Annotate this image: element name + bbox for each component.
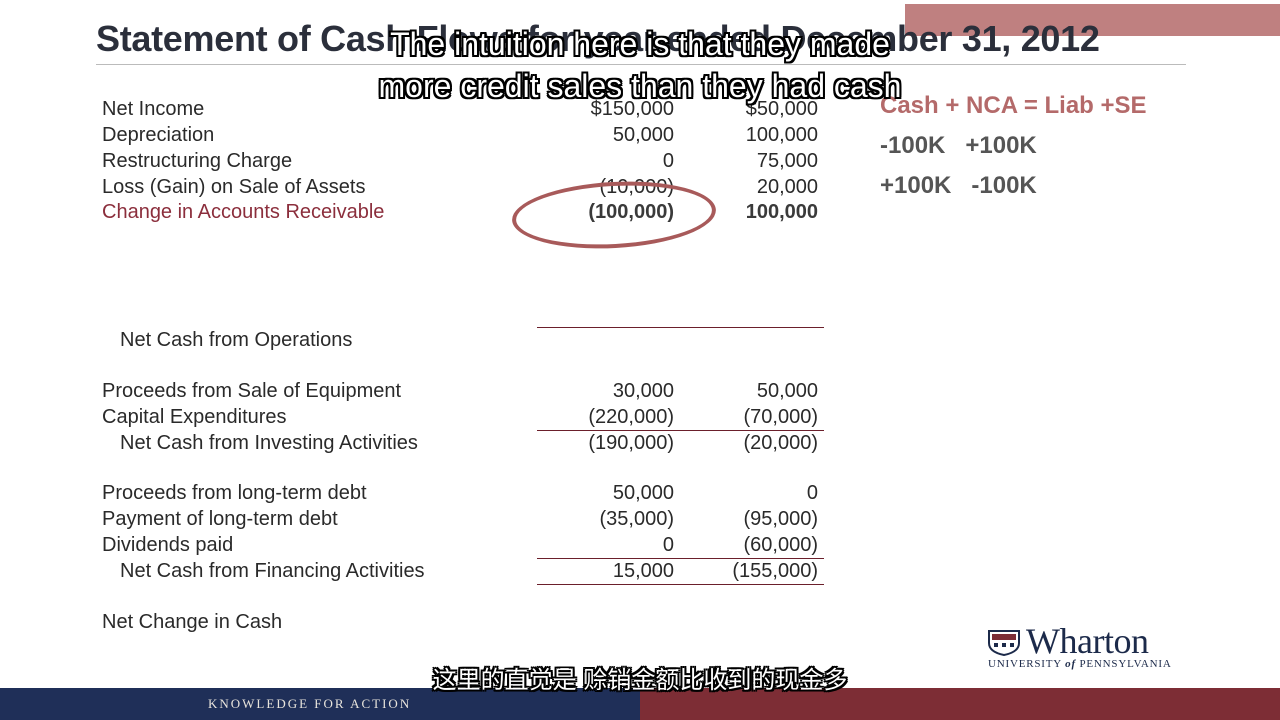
row-net-change-cash: Net Change in Cash	[0, 611, 1280, 637]
footer-tagline: KNOWLEDGE FOR ACTION	[208, 696, 412, 711]
row-label: Proceeds from Sale of Equipment	[102, 380, 402, 402]
footer-left-band: KNOWLEDGE FOR ACTION	[0, 688, 640, 720]
row-label: Capital Expenditures	[102, 406, 287, 428]
value-2011: 20,000	[756, 176, 818, 198]
value-2012: $150,000	[590, 98, 674, 120]
row-net-income: Net Income $150,000 $50,000	[0, 98, 1280, 124]
title-accent-bar	[905, 4, 1280, 36]
row-net-cash-financing: Net Cash from Financing Activities 15,00…	[0, 560, 1280, 586]
row-label: Dividends paid	[102, 534, 234, 556]
row-label: Net Change in Cash	[102, 611, 283, 633]
logo-wordmark: Wharton	[1026, 621, 1149, 661]
row-dividends-paid: Dividends paid 0 (60,000)	[0, 534, 1280, 560]
value-2012: 15,000	[612, 560, 674, 582]
slide-title: Statement of Cash Flows for year ended D…	[96, 18, 1100, 59]
video-subtitle-chinese: 这里的直觉是 赊销金额比收到的现金多	[432, 667, 848, 694]
row-change-accounts-receivable: Change in Accounts Receivable (100,000) …	[0, 201, 1280, 227]
row-label: Net Income	[102, 98, 205, 120]
title-divider	[96, 64, 1186, 65]
row-label: Restructuring Charge	[102, 150, 293, 172]
row-net-cash-operations: Net Cash from Operations	[0, 329, 1280, 355]
footer-right-band	[640, 688, 1280, 720]
row-depreciation: Depreciation 50,000 100,000	[0, 124, 1280, 150]
value-2012: 50,000	[612, 124, 674, 146]
value-2012: (35,000)	[599, 508, 675, 530]
row-net-cash-investing: Net Cash from Investing Activities (190,…	[0, 432, 1280, 458]
logo-subtitle: UNIVERSITY of PENNSYLVANIA	[988, 658, 1172, 670]
row-label: Depreciation	[102, 124, 215, 146]
row-label: Loss (Gain) on Sale of Assets	[102, 176, 366, 198]
value-2012: 0	[662, 150, 674, 172]
row-label: Change in Accounts Receivable	[102, 201, 385, 223]
value-2011: (60,000)	[743, 534, 819, 556]
value-2012: 50,000	[612, 482, 674, 504]
value-2012: (190,000)	[588, 432, 674, 454]
value-2012: 0	[662, 534, 674, 556]
financing-total-rule	[537, 558, 824, 559]
financing-bottom-rule	[537, 584, 824, 585]
shield-icon	[988, 630, 1020, 656]
value-2011: 75,000	[756, 150, 818, 172]
row-proceeds-sale-equipment: Proceeds from Sale of Equipment 30,000 5…	[0, 380, 1280, 406]
value-2011: $50,000	[745, 98, 818, 120]
investing-total-rule	[537, 430, 824, 431]
row-label: Net Cash from Financing Activities	[120, 560, 425, 582]
row-restructuring-charge: Restructuring Charge 0 75,000	[0, 150, 1280, 176]
row-label: Proceeds from long-term debt	[102, 482, 367, 504]
value-2012: (10,000)	[599, 176, 675, 198]
value-2012: (220,000)	[588, 406, 674, 428]
wharton-logo: Wharton UNIVERSITY of PENNSYLVANIA	[988, 621, 1198, 672]
value-2011: (20,000)	[743, 432, 819, 454]
accounting-equation: Cash + NCA = Liab +SE	[880, 92, 1147, 119]
equation-effect-line-2: +100K -100K	[880, 172, 1037, 199]
value-2012: 30,000	[612, 380, 674, 402]
video-subtitle-line-1: The intuition here is that they made	[390, 26, 890, 62]
value-2011: 100,000	[745, 201, 818, 223]
value-2011: 0	[806, 482, 818, 504]
equation-effect-line-1: -100K +100K	[880, 132, 1037, 159]
value-2012: (100,000)	[588, 201, 674, 223]
value-2011: 50,000	[756, 380, 818, 402]
row-label: Payment of long-term debt	[102, 508, 338, 530]
row-capital-expenditures: Capital Expenditures (220,000) (70,000)	[0, 406, 1280, 432]
value-2011: (155,000)	[732, 560, 818, 582]
row-label: Net Cash from Investing Activities	[120, 432, 418, 454]
row-label: Net Cash from Operations	[120, 329, 353, 351]
value-2011: 100,000	[745, 124, 818, 146]
value-2011: (70,000)	[743, 406, 819, 428]
row-loss-gain-sale: Loss (Gain) on Sale of Assets (10,000) 2…	[0, 176, 1280, 202]
row-proceeds-long-term-debt: Proceeds from long-term debt 50,000 0	[0, 482, 1280, 508]
row-payment-long-term-debt: Payment of long-term debt (35,000) (95,0…	[0, 508, 1280, 534]
video-subtitle-line-2: more credit sales than they had cash	[378, 68, 902, 104]
value-2011: (95,000)	[743, 508, 819, 530]
operations-total-rule	[537, 327, 824, 328]
